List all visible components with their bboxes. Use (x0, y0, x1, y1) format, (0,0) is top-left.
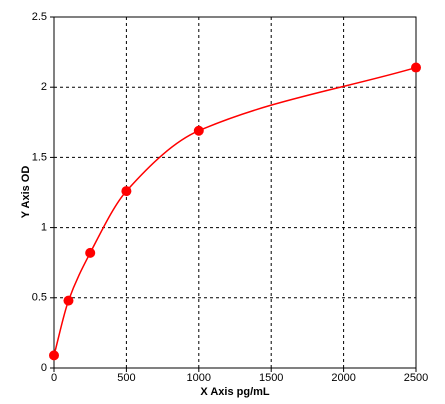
y-tick-label: 0 (41, 362, 47, 374)
y-axis-title: Y Axis OD (20, 166, 32, 219)
plot-area (54, 17, 416, 368)
data-point (85, 247, 96, 258)
data-point (193, 125, 204, 136)
plot-frame (53, 16, 417, 369)
x-axis-title: X Axis pg/mL (200, 386, 270, 398)
x-tick-label: 2500 (404, 372, 428, 384)
y-tick-label: 1 (41, 222, 47, 234)
x-tick-label: 1500 (259, 372, 283, 384)
y-tick-label: 2 (41, 81, 47, 93)
y-tick-label: 0.5 (32, 292, 47, 304)
x-tick-label: 1000 (187, 372, 211, 384)
data-point (49, 350, 59, 361)
y-tick-label: 1.5 (32, 151, 47, 163)
y-tick-label: 2.5 (32, 11, 47, 23)
x-tick-label: 0 (51, 372, 57, 384)
x-tick-label: 500 (117, 372, 135, 384)
data-point (411, 62, 421, 73)
data-point (121, 186, 132, 197)
data-point (63, 295, 74, 306)
x-tick-label: 2000 (331, 372, 355, 384)
